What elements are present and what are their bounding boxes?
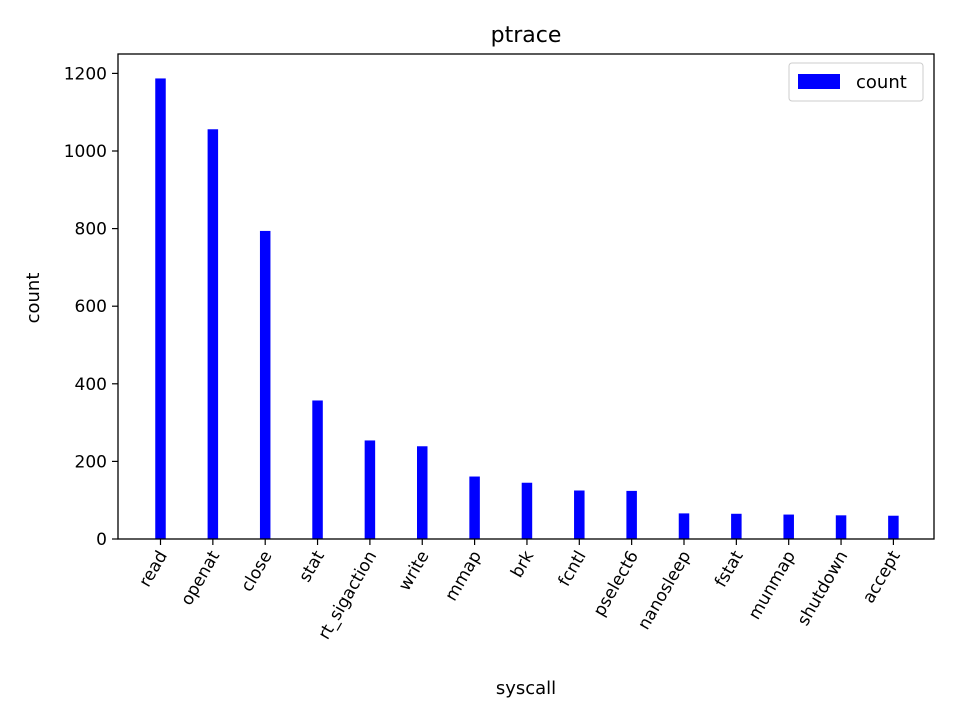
y-tick-label: 800 bbox=[75, 220, 107, 240]
chart-title: ptrace bbox=[491, 23, 562, 48]
legend-box bbox=[788, 62, 924, 102]
x-axis-title: syscall bbox=[496, 678, 556, 699]
bar-write bbox=[417, 446, 428, 539]
bar-pselect6 bbox=[626, 490, 637, 539]
bar-openat bbox=[207, 129, 219, 539]
legend: count bbox=[788, 62, 924, 102]
bar-shutdown bbox=[835, 515, 847, 539]
bar-read bbox=[155, 78, 166, 539]
bar-close bbox=[259, 230, 271, 539]
y-axis-title: count bbox=[23, 273, 44, 324]
bar-accept bbox=[888, 515, 899, 539]
y-tick-label: 1200 bbox=[64, 64, 107, 84]
bar-brk bbox=[521, 482, 533, 539]
y-axis-ticks: 0 200 400 600 800 1000 1200 bbox=[64, 64, 118, 550]
bar-nanosleep bbox=[678, 513, 690, 539]
y-tick-label: 1000 bbox=[64, 142, 107, 162]
plot-frame bbox=[117, 53, 935, 540]
y-tick-label: 200 bbox=[75, 452, 107, 472]
bar-fstat bbox=[731, 513, 742, 539]
bar-mmap bbox=[469, 476, 480, 539]
legend-swatch bbox=[798, 74, 840, 89]
bar-fcntl bbox=[574, 490, 585, 539]
bar-stat bbox=[312, 400, 323, 539]
legend-label: count bbox=[856, 72, 907, 93]
y-tick-label: 0 bbox=[96, 530, 107, 550]
bar-rt_sigaction bbox=[364, 440, 376, 539]
y-tick-label: 400 bbox=[75, 375, 107, 395]
bars bbox=[155, 78, 899, 539]
y-tick-label: 600 bbox=[75, 297, 107, 317]
bar-munmap bbox=[783, 514, 794, 539]
